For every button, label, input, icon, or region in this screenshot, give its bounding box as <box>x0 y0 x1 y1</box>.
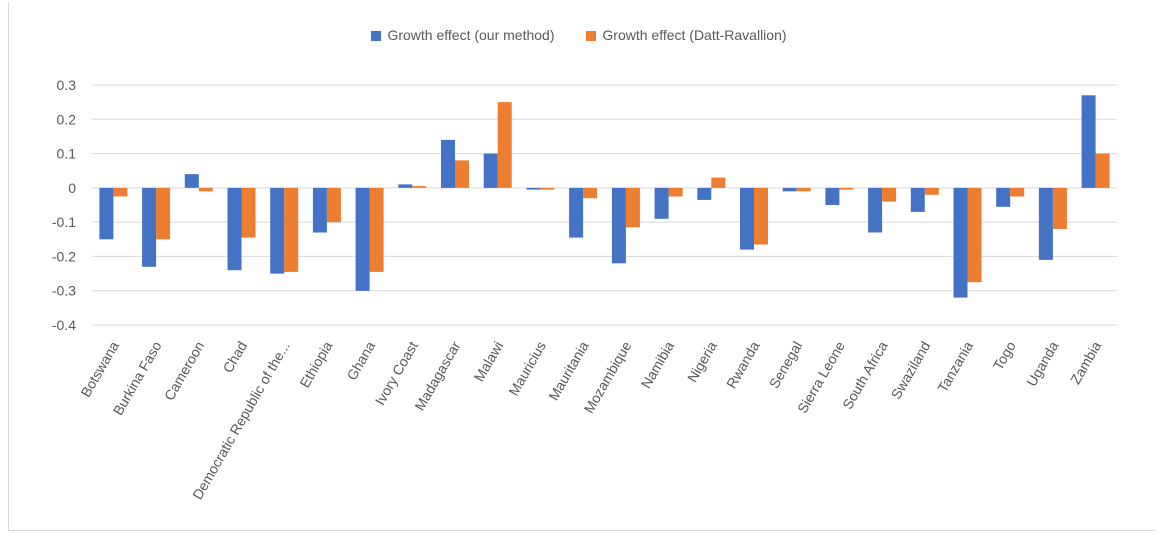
x-tick-label-mauricius: Mauricius <box>505 339 549 399</box>
y-tick-label: -0.1 <box>52 214 76 230</box>
bar-datt-ravallion-chad <box>241 187 256 238</box>
bar-our-method-chad <box>227 187 242 271</box>
legend-swatch-datt-ravallion <box>586 31 597 42</box>
bar-datt-ravallion-togo <box>1010 187 1025 197</box>
x-tick-label-botswana: Botswana <box>77 338 122 399</box>
bar-our-method-burkina-faso <box>142 187 157 267</box>
x-tick-label-uganda: Uganda <box>1023 338 1061 389</box>
bar-datt-ravallion-democratic-republic-of-the <box>284 187 299 272</box>
x-tick-label-south-africa: South Africa <box>839 338 891 412</box>
bar-datt-ravallion-cameroon <box>198 187 213 192</box>
bar-datt-ravallion-mauricius <box>540 187 555 190</box>
y-tick-label: 0 <box>68 180 76 196</box>
x-tick-label-ghana: Ghana <box>343 338 378 383</box>
bar-datt-ravallion-malawi <box>497 102 512 188</box>
chart-frame <box>8 2 1155 531</box>
bar-our-method-nigeria <box>697 187 712 200</box>
bar-datt-ravallion-madagascar <box>455 160 469 188</box>
bar-datt-ravallion-namibia <box>668 187 683 197</box>
gridlines <box>92 84 1117 326</box>
bar-datt-ravallion-burkina-faso <box>156 187 171 240</box>
bar-our-method-togo <box>996 187 1011 207</box>
bar-our-method-south-africa <box>868 187 883 233</box>
y-tick-label: 0.1 <box>57 146 77 162</box>
x-tick-label-cameroon: Cameroon <box>161 339 208 404</box>
legend-item-datt-ravallion: Growth effect (Datt-Ravallion) <box>586 27 787 44</box>
y-tick-label: 0.2 <box>57 111 77 127</box>
bar-datt-ravallion-tanzania <box>967 187 982 283</box>
bar-datt-ravallion-swaziland <box>924 187 939 195</box>
bar-our-method-ghana <box>355 187 370 291</box>
bar-our-method-cameroon <box>184 174 199 188</box>
y-tick-label: 0.3 <box>57 77 77 93</box>
bar-our-method-mozambique <box>611 187 626 264</box>
bar-datt-ravallion-nigeria <box>711 177 726 188</box>
x-tick-label-zambia: Zambia <box>1067 338 1104 387</box>
x-tick-label-ivory-coast: Ivory Coast <box>372 338 421 407</box>
bar-datt-ravallion-senegal <box>796 187 811 192</box>
legend-swatch-our-method <box>371 31 382 42</box>
bar-our-method-ivory-coast <box>398 184 413 188</box>
bar-datt-ravallion-mozambique <box>625 187 640 228</box>
bars <box>99 95 1110 298</box>
bar-our-method-swaziland <box>910 187 925 212</box>
x-tick-label-chad: Chad <box>219 339 250 376</box>
x-tick-label-senegal: Senegal <box>766 339 806 392</box>
x-tick-label-namibia: Namibia <box>638 338 678 391</box>
y-tick-label: -0.2 <box>52 248 76 264</box>
y-axis-tick-labels: 0.3 0.2 0.1 0 -0.1 -0.2 -0.3 -0.4 <box>52 77 76 333</box>
bar-our-method-botswana <box>99 187 114 240</box>
x-tick-label-democratic-republic-of-the: Democratic Republic of the... <box>189 339 293 503</box>
x-tick-label-swaziland: Swaziland <box>888 339 934 402</box>
y-tick-label: -0.4 <box>52 317 76 333</box>
bar-our-method-democratic-republic-of-the <box>270 187 285 274</box>
x-tick-label-mauritania: Mauritania <box>545 338 592 403</box>
bar-our-method-madagascar <box>441 139 455 188</box>
bar-datt-ravallion-zambia <box>1095 153 1110 188</box>
legend-label-datt-ravallion: Growth effect (Datt-Ravallion) <box>602 27 787 44</box>
x-tick-label-malawi: Malawi <box>471 338 507 384</box>
x-tick-label-nigeria: Nigeria <box>684 338 720 385</box>
y-tick-label: -0.3 <box>52 283 76 299</box>
bar-our-method-mauricius <box>526 187 541 190</box>
legend-item-our-method: Growth effect (our method) <box>371 27 555 44</box>
bar-datt-ravallion-ethiopia <box>326 187 341 223</box>
bar-our-method-zambia <box>1081 95 1096 188</box>
bar-datt-ravallion-uganda <box>1052 187 1067 229</box>
bar-datt-ravallion-sierra-leone <box>839 187 854 190</box>
x-tick-label-ethiopia: Ethiopia <box>296 338 335 390</box>
bar-datt-ravallion-ivory-coast <box>412 186 427 188</box>
bar-our-method-namibia <box>654 187 669 219</box>
bar-datt-ravallion-botswana <box>113 187 128 197</box>
bar-datt-ravallion-mauritania <box>583 187 598 199</box>
bar-our-method-senegal <box>782 187 797 192</box>
bar-datt-ravallion-ghana <box>369 187 384 272</box>
x-tick-label-tanzania: Tanzania <box>934 338 976 395</box>
bar-our-method-ethiopia <box>312 187 327 233</box>
bar-our-method-sierra-leone <box>825 187 840 205</box>
x-tick-label-rwanda: Rwanda <box>723 338 763 391</box>
legend-label-our-method: Growth effect (our method) <box>387 27 555 44</box>
bar-our-method-mauritania <box>569 187 584 238</box>
x-tick-label-togo: Togo <box>990 338 1019 372</box>
bar-our-method-uganda <box>1038 187 1053 260</box>
legend: Growth effect (our method) Growth effect… <box>0 26 1158 43</box>
bar-our-method-malawi <box>483 153 498 188</box>
bar-datt-ravallion-south-africa <box>882 187 897 202</box>
bar-our-method-rwanda <box>740 187 754 250</box>
bar-our-method-tanzania <box>953 187 968 298</box>
bar-datt-ravallion-rwanda <box>754 187 768 245</box>
